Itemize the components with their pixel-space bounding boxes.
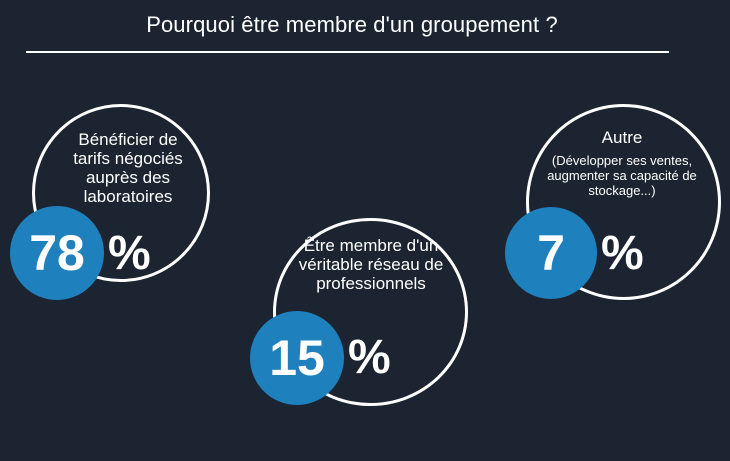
stat-ring-1 — [32, 104, 210, 282]
stat-label-3-text: Autre — [601, 128, 643, 147]
stat-label-3: Autre (Développer ses ventes, augmenter … — [538, 128, 706, 198]
stat-value-1: 78 — [29, 225, 85, 281]
stat-ring-2 — [273, 218, 468, 406]
stat-unit-3: % — [601, 227, 644, 280]
stat-value-disc-3: 7 — [505, 207, 597, 299]
stat-value-2: 15 — [269, 330, 325, 386]
page-title: Pourquoi être membre d'un groupement ? — [146, 12, 558, 37]
stat-label-2: Être membre d'un véritable réseau de pro… — [298, 236, 444, 293]
stat-label-1-text: Bénéficier de tarifs négociés auprès des… — [73, 130, 183, 206]
stat-unit-1: % — [108, 227, 151, 280]
stat-note-3: (Développer ses ventes, augmenter sa cap… — [547, 153, 697, 198]
stat-label-2-text: Être membre d'un véritable réseau de pro… — [298, 236, 444, 293]
stat-ring-3 — [526, 104, 721, 300]
stat-unit-2: % — [348, 331, 391, 384]
stat-value-disc-2: 15 — [250, 311, 344, 405]
stat-label-1: Bénéficier de tarifs négociés auprès des… — [58, 130, 198, 206]
stat-value-disc-1: 78 — [10, 206, 104, 300]
stat-value-3: 7 — [537, 225, 565, 281]
title-divider — [26, 51, 669, 53]
